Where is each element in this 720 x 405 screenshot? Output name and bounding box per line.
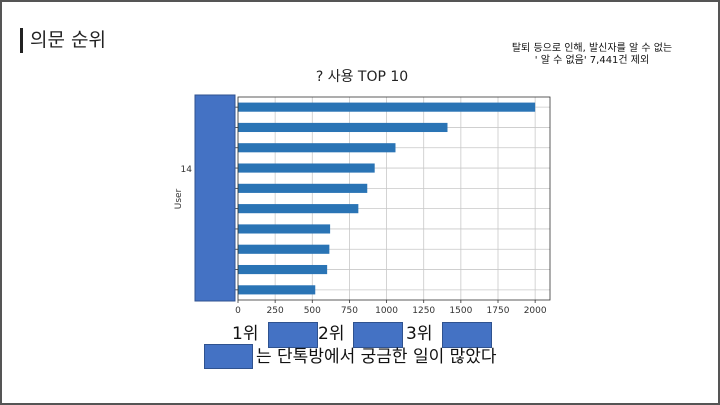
rank-2-label: 2위 bbox=[318, 324, 345, 344]
rank-3-label: 3위 bbox=[406, 324, 433, 344]
y-partial-tick-label: 14 bbox=[181, 165, 193, 175]
note-line-2: ' 알 수 없음' 7,441건 제외 bbox=[534, 55, 650, 66]
x-tick-label: 750 bbox=[341, 306, 358, 316]
rank-1-label: 1위 bbox=[232, 324, 259, 344]
x-tick-label: 2000 bbox=[524, 306, 547, 316]
bar-10 bbox=[238, 285, 316, 295]
rank-1-redaction bbox=[268, 322, 318, 348]
slide-title: 의문 순위 bbox=[30, 29, 106, 51]
x-tick-label: 1000 bbox=[375, 306, 398, 316]
chart-title: ? 사용 TOP 10 bbox=[316, 69, 408, 85]
x-tick-label: 1250 bbox=[412, 306, 435, 316]
y-axis-title: User bbox=[174, 188, 184, 209]
summary-subject-redaction bbox=[204, 344, 253, 369]
bar-2 bbox=[238, 122, 448, 133]
bar-3 bbox=[238, 143, 396, 153]
x-axis-ticks: 0 250 500 750 1000 1250 1500 1750 2000 bbox=[235, 106, 547, 316]
bar-9 bbox=[238, 264, 328, 275]
note-line-1: 탈퇴 등으로 인해, 발신자를 알 수 없는 bbox=[511, 43, 673, 54]
rank-3-redaction bbox=[442, 322, 492, 348]
summary-text: 는 단톡방에서 궁금한 일이 많았다 bbox=[256, 347, 497, 367]
bar-1 bbox=[238, 102, 536, 112]
x-tick-label: 1500 bbox=[449, 306, 472, 316]
chart-bars bbox=[238, 102, 536, 295]
exclusion-note: 탈퇴 등으로 인해, 발신자를 알 수 없는 ' 알 수 없음' 7,441건 … bbox=[472, 43, 712, 67]
category-labels-redaction bbox=[194, 94, 236, 302]
x-tick-label: 500 bbox=[304, 306, 321, 316]
x-tick-label: 0 bbox=[235, 306, 241, 316]
x-tick-label: 250 bbox=[267, 306, 284, 316]
title-accent-bar bbox=[20, 28, 23, 53]
rank-2-redaction bbox=[353, 322, 403, 348]
bar-8 bbox=[238, 244, 330, 254]
bar-5 bbox=[238, 183, 368, 193]
bar-4 bbox=[238, 163, 375, 173]
plot-frame bbox=[237, 96, 551, 301]
bar-7 bbox=[238, 224, 331, 234]
x-tick-label: 1750 bbox=[487, 306, 510, 316]
bar-6 bbox=[238, 204, 359, 214]
